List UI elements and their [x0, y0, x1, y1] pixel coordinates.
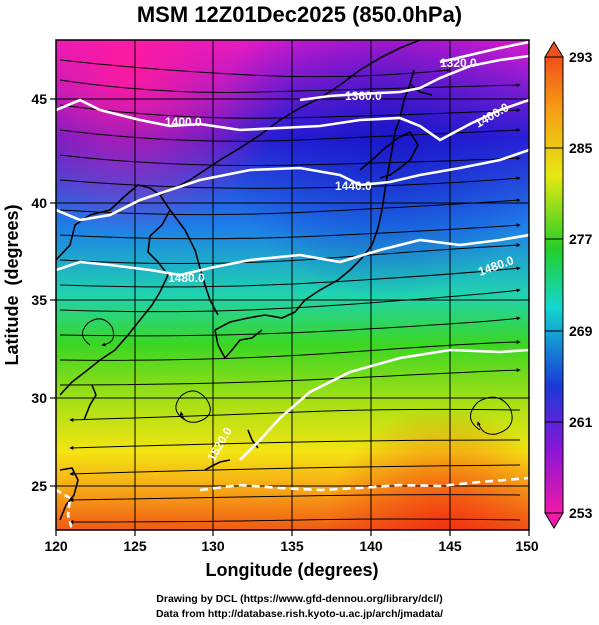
x-tick-label: 150 — [515, 538, 539, 554]
y-tick-label: 40 — [31, 195, 47, 211]
colorbar-tick-label: 269 — [569, 323, 593, 339]
y-tick-label: 30 — [31, 390, 47, 406]
credit-data: Data from http://database.rish.kyoto-u.a… — [155, 608, 444, 620]
colorbar-tick-label: 285 — [569, 140, 593, 156]
contour-label: 1480.0 — [168, 271, 205, 285]
contour-label: 1440.0 — [335, 179, 372, 193]
colorbar-bottom-triangle — [544, 512, 564, 529]
x-axis-title: Longitude (degrees) — [205, 560, 378, 580]
x-tick-labels: 120 125 130 135 140 145 150 — [44, 538, 539, 554]
x-tick-label: 135 — [280, 538, 304, 554]
colorbar-tick-label: 293 — [569, 49, 593, 65]
colorbar-tick-label: 277 — [569, 231, 593, 247]
y-axis-title: Latitude (degrees) — [2, 204, 22, 365]
x-tick-label: 125 — [123, 538, 147, 554]
x-tick-label: 120 — [44, 538, 68, 554]
colorbar-tick-label: 261 — [569, 414, 593, 430]
colorbar-top-triangle — [544, 41, 564, 58]
y-tick-label: 45 — [31, 91, 47, 107]
y-tick-label: 25 — [31, 478, 47, 494]
x-tick-label: 145 — [438, 538, 462, 554]
credit-drawing: Drawing by DCL (https://www.gfd-dennou.o… — [156, 593, 443, 605]
contour-label: 1400.0 — [165, 115, 202, 129]
x-tick-label: 140 — [359, 538, 383, 554]
y-tick-label: 35 — [31, 292, 47, 308]
figure-title: MSM 12Z01Dec2025 (850.0hPa) — [136, 2, 463, 27]
y-tick-labels: 25 30 35 40 45 — [31, 91, 47, 494]
contour-label: 1360.0 — [345, 89, 382, 103]
x-tick-label: 130 — [201, 538, 225, 554]
credits-footer: Drawing by DCL (https://www.gfd-dennou.o… — [0, 592, 599, 622]
colorbar-tick-label: 253 — [569, 505, 593, 521]
contour-label: 1320.0 — [440, 56, 477, 70]
height-contours — [56, 40, 529, 530]
colorbar: 293 285 277 269 261 253 — [544, 41, 593, 529]
colorbar-body — [544, 56, 564, 514]
axis-ticks — [50, 98, 530, 536]
coastlines — [56, 40, 433, 521]
